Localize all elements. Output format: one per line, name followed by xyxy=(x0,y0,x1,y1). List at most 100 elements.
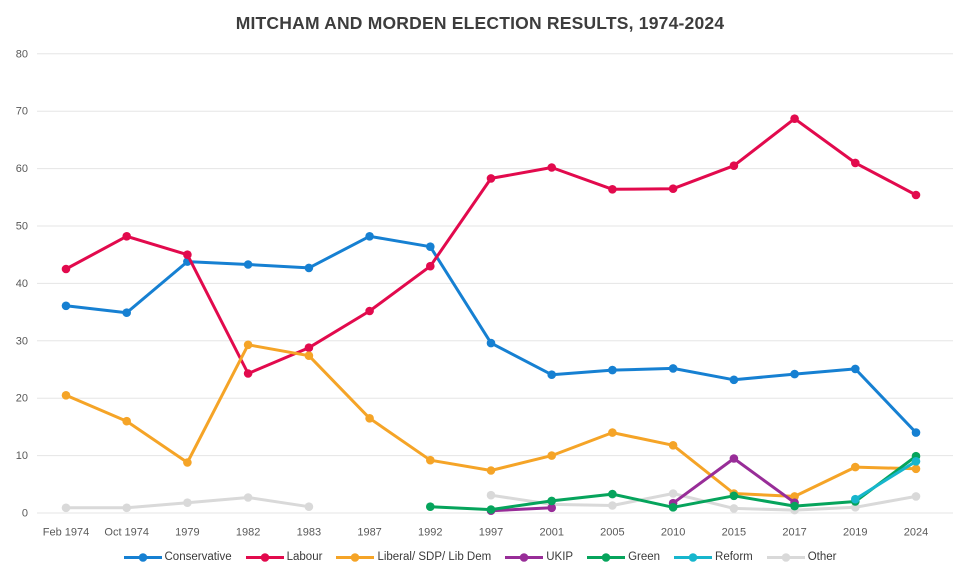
legend-label-ukip: UKIP xyxy=(546,551,574,563)
legend-marker-other xyxy=(766,552,805,562)
point-conservative-1992 xyxy=(426,242,435,251)
x-tick-1997: 1997 xyxy=(479,527,503,539)
point-liberal-sdp-lib-dem-1983 xyxy=(304,351,314,361)
x-tick-2017: 2017 xyxy=(782,527,806,539)
point-labour-1997 xyxy=(486,174,496,183)
series-line-reform xyxy=(853,459,918,501)
point-labour-oct-1974 xyxy=(122,232,131,241)
point-labour-2019 xyxy=(851,158,860,168)
point-conservative-1997 xyxy=(486,338,496,348)
point-liberal-sdp-lib-dem-feb-1974 xyxy=(61,391,71,400)
point-labour-2010 xyxy=(668,184,678,193)
point-ukip-2001 xyxy=(547,503,556,513)
legend-dot-labour xyxy=(260,552,269,562)
legend-dot-green xyxy=(601,552,611,562)
legend-item-labour: Labour xyxy=(245,551,322,563)
point-labour-feb-1974 xyxy=(61,264,71,274)
legend-marker-reform xyxy=(674,552,713,562)
legend-label-other: Other xyxy=(807,551,837,563)
y-tick-10: 10 xyxy=(16,450,28,462)
legend-marker-labour xyxy=(245,552,284,562)
point-liberal-sdp-lib-dem-2010 xyxy=(668,441,678,450)
x-tick-2024: 2024 xyxy=(904,527,928,539)
x-tick-2015: 2015 xyxy=(722,527,746,539)
y-tick-40: 40 xyxy=(16,278,28,290)
x-tick-2001: 2001 xyxy=(539,527,563,539)
point-labour-2015 xyxy=(729,161,739,170)
legend-marker-conservative xyxy=(123,552,162,562)
point-conservative-2010 xyxy=(668,364,678,373)
x-tick-1982: 1982 xyxy=(236,527,260,539)
point-green-2017 xyxy=(790,501,799,511)
point-liberal-sdp-lib-dem-oct-1974 xyxy=(122,416,131,426)
point-conservative-2017 xyxy=(790,369,799,379)
point-other-2024 xyxy=(911,492,921,501)
legend-dot-other xyxy=(781,552,791,562)
point-other-1979 xyxy=(183,498,192,508)
point-green-2005 xyxy=(608,489,617,499)
point-conservative-feb-1974 xyxy=(61,301,71,311)
x-tick-feb-1974: Feb 1974 xyxy=(43,527,89,539)
point-labour-1992 xyxy=(426,261,435,271)
point-other-1997 xyxy=(486,490,496,500)
point-conservative-2015 xyxy=(729,375,739,385)
legend-dot-liberal-sdp-lib-dem xyxy=(351,552,360,562)
legend-item-conservative: Conservative xyxy=(123,551,232,563)
y-tick-80: 80 xyxy=(16,48,28,60)
legend-label-liberal-sdp-lib-dem: Liberal/ SDP/ Lib Dem xyxy=(377,551,492,563)
point-other-1982 xyxy=(243,493,253,502)
point-conservative-1983 xyxy=(304,263,314,273)
point-liberal-sdp-lib-dem-2005 xyxy=(608,428,617,437)
legend-dot-ukip xyxy=(519,552,529,562)
point-liberal-sdp-lib-dem-1979 xyxy=(183,458,192,467)
legend-item-liberal-sdp-lib-dem: Liberal/ SDP/ Lib Dem xyxy=(336,551,491,563)
point-liberal-sdp-lib-dem-1997 xyxy=(486,466,496,475)
x-tick-1992: 1992 xyxy=(418,527,442,539)
point-conservative-2001 xyxy=(547,370,556,380)
point-liberal-sdp-lib-dem-1982 xyxy=(243,340,253,350)
y-tick-0: 0 xyxy=(22,508,28,520)
series-line-labour xyxy=(64,117,918,375)
point-other-2010 xyxy=(668,489,678,498)
legend-item-reform: Reform xyxy=(674,551,753,563)
point-labour-1979 xyxy=(183,250,192,259)
legend-item-green: Green xyxy=(587,551,660,563)
legend-label-green: Green xyxy=(628,551,661,563)
point-conservative-2024 xyxy=(911,428,921,437)
point-green-1992 xyxy=(426,502,435,512)
point-liberal-sdp-lib-dem-2001 xyxy=(547,451,556,460)
point-green-2010 xyxy=(668,503,678,512)
point-conservative-1987 xyxy=(365,232,374,241)
point-liberal-sdp-lib-dem-1987 xyxy=(365,414,374,423)
y-tick-20: 20 xyxy=(16,393,28,405)
point-liberal-sdp-lib-dem-2024 xyxy=(911,464,921,474)
y-tick-70: 70 xyxy=(16,106,28,118)
point-labour-1983 xyxy=(304,343,314,353)
legend-dot-conservative xyxy=(138,552,147,562)
legend-marker-green xyxy=(587,552,626,562)
point-labour-2001 xyxy=(547,163,556,172)
x-tick-2005: 2005 xyxy=(600,527,624,539)
legend-marker-liberal-sdp-lib-dem xyxy=(336,552,375,562)
point-liberal-sdp-lib-dem-1992 xyxy=(426,455,435,465)
point-reform-2024 xyxy=(911,457,921,466)
point-labour-2024 xyxy=(911,190,921,200)
legend-item-ukip: UKIP xyxy=(505,551,573,563)
chart-title: MITCHAM AND MORDEN ELECTION RESULTS, 197… xyxy=(235,13,725,33)
point-ukip-2015 xyxy=(729,454,739,463)
x-tick-1983: 1983 xyxy=(297,527,321,539)
point-conservative-2005 xyxy=(608,365,617,375)
point-labour-2005 xyxy=(608,185,617,194)
legend-item-other: Other xyxy=(766,551,837,563)
x-tick-1979: 1979 xyxy=(175,527,199,539)
point-reform-2019 xyxy=(851,494,860,504)
y-tick-50: 50 xyxy=(16,221,28,233)
point-liberal-sdp-lib-dem-2017 xyxy=(790,492,799,501)
point-labour-2017 xyxy=(790,114,799,123)
legend-label-reform: Reform xyxy=(715,551,753,563)
x-tick-1987: 1987 xyxy=(357,527,381,539)
point-green-2001 xyxy=(547,496,556,506)
point-conservative-2019 xyxy=(851,364,860,374)
